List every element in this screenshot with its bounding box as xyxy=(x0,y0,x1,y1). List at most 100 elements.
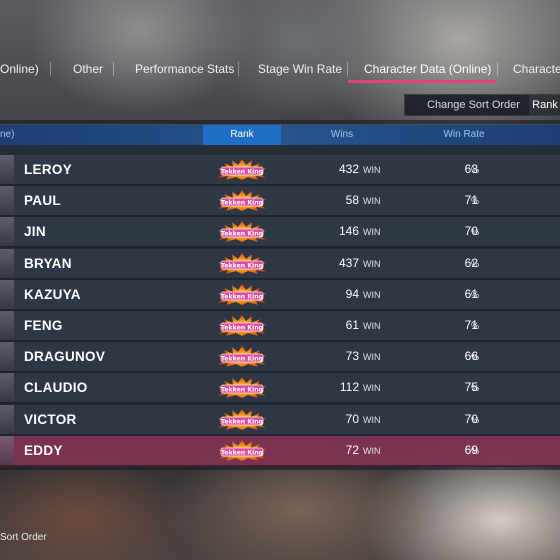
wins-value: 146 xyxy=(338,224,359,239)
svg-text:Tekken King: Tekken King xyxy=(221,169,263,176)
svg-text:Tekken King: Tekken King xyxy=(221,325,263,332)
svg-text:Tekken King: Tekken King xyxy=(221,231,263,238)
tekken-king-badge-icon: Tekken King xyxy=(216,314,268,337)
table-row[interactable]: EDDY Tekken King 72 WIN 69% xyxy=(0,435,560,467)
active-tab-indicator xyxy=(348,80,496,83)
character-name: BRYAN xyxy=(24,255,72,271)
wins-unit: WIN xyxy=(363,227,381,238)
wins-unit: WIN xyxy=(363,196,381,207)
character-portrait xyxy=(0,248,14,278)
wins-value: 432 xyxy=(338,162,359,176)
win-rate-unit: % xyxy=(471,383,480,394)
svg-text:Tekken King: Tekken King xyxy=(221,262,263,269)
table-row[interactable]: BRYAN Tekken King 437 WIN 62% xyxy=(0,248,560,280)
tab-online-partial[interactable]: Online) xyxy=(0,62,39,76)
wins-value: 112 xyxy=(339,380,359,395)
tekken-king-badge-icon: Tekken King xyxy=(216,158,268,181)
sort-order-control[interactable]: Change Sort Order Rank xyxy=(404,94,560,116)
win-rate-value: 75 xyxy=(464,380,478,395)
character-portrait xyxy=(0,217,14,247)
win-rate-value: 69 xyxy=(464,442,478,457)
column-header-wins[interactable]: Wins xyxy=(330,129,354,140)
tekken-king-badge-icon: Tekken King xyxy=(216,189,268,212)
table-row[interactable]: JIN Tekken King 146 WIN 70% xyxy=(0,217,560,249)
footer-sort-order-hint: Sort Order xyxy=(0,532,47,543)
svg-text:Tekken King: Tekken King xyxy=(221,200,263,207)
svg-text:Tekken King: Tekken King xyxy=(221,356,263,363)
wins-unit: WIN xyxy=(363,383,381,394)
character-name: KAZUYA xyxy=(24,286,81,302)
table-row[interactable]: DRAGUNOV Tekken King 73 WIN 66% xyxy=(0,342,560,374)
table-row[interactable]: VICTOR Tekken King 70 WIN 70% xyxy=(0,404,560,436)
win-rate-value: 61 xyxy=(464,286,478,301)
character-portrait xyxy=(0,155,14,184)
tab-separator xyxy=(497,62,498,76)
tekken-king-badge-icon: Tekken King xyxy=(216,252,268,275)
character-portrait xyxy=(0,186,14,216)
character-name: DRAGUNOV xyxy=(24,349,106,365)
character-name: VICTOR xyxy=(24,411,77,427)
win-rate-unit: % xyxy=(471,352,480,363)
win-rate-unit: % xyxy=(471,289,480,300)
tab-other[interactable]: Other xyxy=(73,62,104,76)
win-rate-unit: % xyxy=(471,196,480,207)
wins-value: 61 xyxy=(345,318,359,332)
win-rate-value: 71 xyxy=(464,318,478,332)
wins-value: 58 xyxy=(345,193,359,208)
table-row[interactable]: LEROY Tekken King 432 WIN 63% xyxy=(0,155,560,186)
win-rate-unit: % xyxy=(471,165,480,175)
svg-text:Tekken King: Tekken King xyxy=(221,449,263,456)
character-portrait xyxy=(0,435,14,465)
wins-value: 70 xyxy=(345,411,359,426)
character-name: JIN xyxy=(24,224,46,240)
svg-text:Tekken King: Tekken King xyxy=(221,418,263,425)
tekken-king-badge-icon: Tekken King xyxy=(216,283,268,306)
win-rate-value: 71 xyxy=(464,193,478,208)
win-rate-unit: % xyxy=(471,258,480,269)
wins-value: 94 xyxy=(345,286,359,301)
character-name: FENG xyxy=(24,318,63,333)
win-rate-unit: % xyxy=(471,321,480,331)
wins-value: 72 xyxy=(345,442,359,457)
wins-value: 73 xyxy=(345,349,359,364)
wins-unit: WIN xyxy=(363,321,381,331)
tab-separator xyxy=(238,62,239,76)
tab-performance-stats[interactable]: Performance Stats xyxy=(135,62,235,76)
character-name: CLAUDIO xyxy=(24,380,88,396)
character-data-table: ne) Rank Wins Win Rate LEROY Tekken King… xyxy=(0,124,560,467)
column-header-win-rate[interactable]: Win Rate xyxy=(443,129,485,140)
wins-value: 437 xyxy=(338,255,359,270)
tab-separator xyxy=(50,62,51,76)
win-rate-unit: % xyxy=(471,227,480,238)
tekken-king-badge-icon: Tekken King xyxy=(216,408,268,431)
win-rate-value: 62 xyxy=(464,255,478,270)
table-row[interactable]: FENG Tekken King 61 WIN 71% xyxy=(0,311,560,342)
character-portrait xyxy=(0,279,14,309)
character-name: LEROY xyxy=(24,162,73,177)
tekken-king-badge-icon: Tekken King xyxy=(216,220,268,243)
win-rate-value: 70 xyxy=(464,224,478,239)
tekken-king-badge-icon: Tekken King xyxy=(216,439,268,462)
column-header-rank[interactable]: Rank xyxy=(203,125,281,145)
svg-text:Tekken King: Tekken King xyxy=(221,293,263,300)
stats-tab-bar: Online) Other Performance Stats Stage Wi… xyxy=(0,58,560,84)
table-row[interactable]: PAUL Tekken King 58 WIN 71% xyxy=(0,186,560,218)
tab-character-data-online[interactable]: Character Data (Online) xyxy=(364,62,492,76)
tab-separator xyxy=(347,62,348,76)
wins-unit: WIN xyxy=(363,289,381,300)
table-row[interactable]: CLAUDIO Tekken King 112 WIN 75% xyxy=(0,373,560,405)
win-rate-value: 66 xyxy=(464,349,478,364)
win-rate-unit: % xyxy=(471,414,480,425)
wins-unit: WIN xyxy=(363,165,381,175)
character-name: EDDY xyxy=(24,442,63,458)
tab-character-partial[interactable]: Character xyxy=(513,62,560,76)
sort-order-value[interactable]: Rank xyxy=(529,95,560,115)
win-rate-unit: % xyxy=(471,445,480,456)
tab-stage-win-rate[interactable]: Stage Win Rate xyxy=(258,62,343,76)
table-row[interactable]: KAZUYA Tekken King 94 WIN 61% xyxy=(0,279,560,311)
wins-unit: WIN xyxy=(363,445,381,456)
wins-unit: WIN xyxy=(363,258,381,269)
tekken-king-badge-icon: Tekken King xyxy=(216,376,268,399)
character-portrait xyxy=(0,342,14,372)
character-name: PAUL xyxy=(24,193,61,209)
